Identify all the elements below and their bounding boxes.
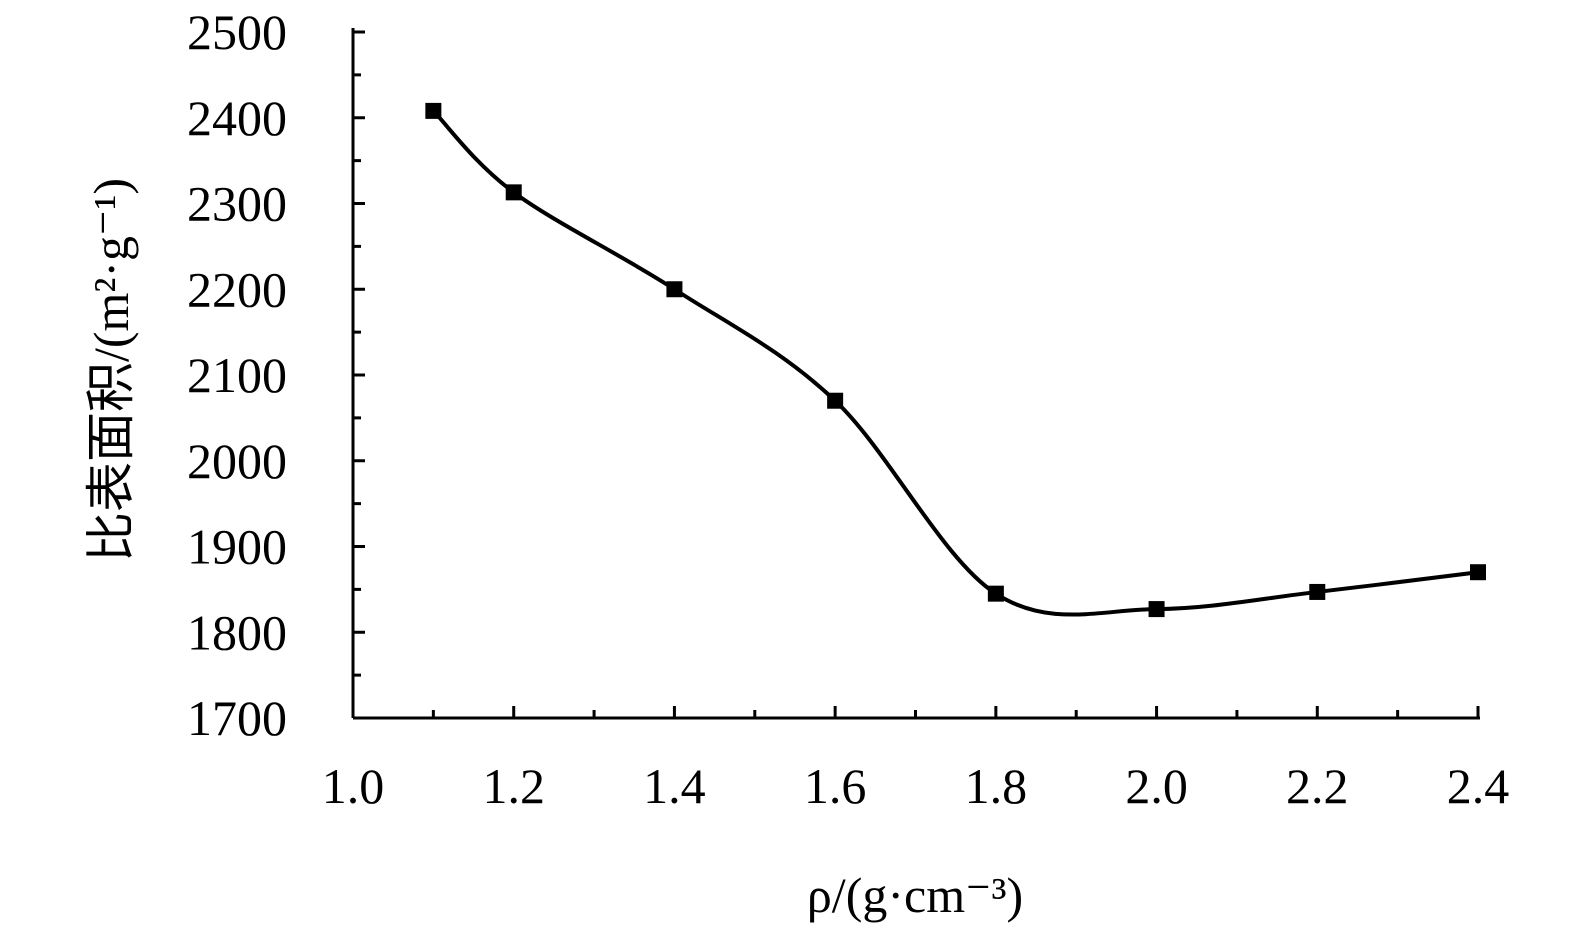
x-tick-label: 1.0	[322, 758, 385, 814]
x-tick-label: 2.0	[1125, 758, 1188, 814]
data-point	[666, 281, 683, 298]
data-point	[827, 392, 844, 409]
y-tick-label: 1900	[187, 519, 287, 575]
x-tick-label: 2.2	[1286, 758, 1349, 814]
y-axis-title: 比表面积/(m²·g⁻¹)	[83, 178, 139, 562]
y-ticks: 1700 1800 1900 2000 2100 2200 2300 2400 2500	[187, 4, 365, 746]
data-point	[1148, 601, 1165, 618]
x-tick-label: 1.4	[643, 758, 706, 814]
data-point	[1470, 564, 1486, 581]
data-point	[425, 102, 442, 119]
series-line	[431, 109, 1479, 617]
x-axis-title: ρ/(g·cm⁻³)	[807, 867, 1023, 923]
x-tick-label: 1.8	[965, 758, 1028, 814]
data-point	[987, 585, 1004, 602]
y-tick-label: 2300	[187, 176, 287, 232]
y-tick-label: 2200	[187, 261, 287, 317]
x-tick-label: 1.6	[804, 758, 867, 814]
x-ticks: 1.0 1.2 1.4 1.6 1.8 2.0 2.2 2.4	[322, 706, 1510, 814]
y-tick-label: 2000	[187, 433, 287, 489]
x-tick-label: 1.2	[482, 758, 545, 814]
y-tick-label: 2500	[187, 4, 287, 60]
y-tick-label: 1800	[187, 604, 287, 660]
data-point	[1309, 583, 1326, 600]
y-tick-label: 2400	[187, 90, 287, 146]
y-tick-label: 1700	[187, 690, 287, 746]
y-tick-label: 2100	[187, 347, 287, 403]
series-layer	[425, 102, 1486, 618]
data-point	[505, 184, 522, 201]
x-tick-label: 2.4	[1447, 758, 1510, 814]
axes	[351, 28, 1480, 720]
